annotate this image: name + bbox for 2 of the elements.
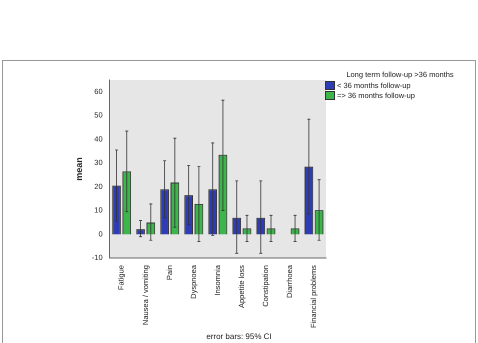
text: error bars: 95% CI — [205, 332, 273, 341]
y-axis-title: mean — [74, 157, 84, 181]
